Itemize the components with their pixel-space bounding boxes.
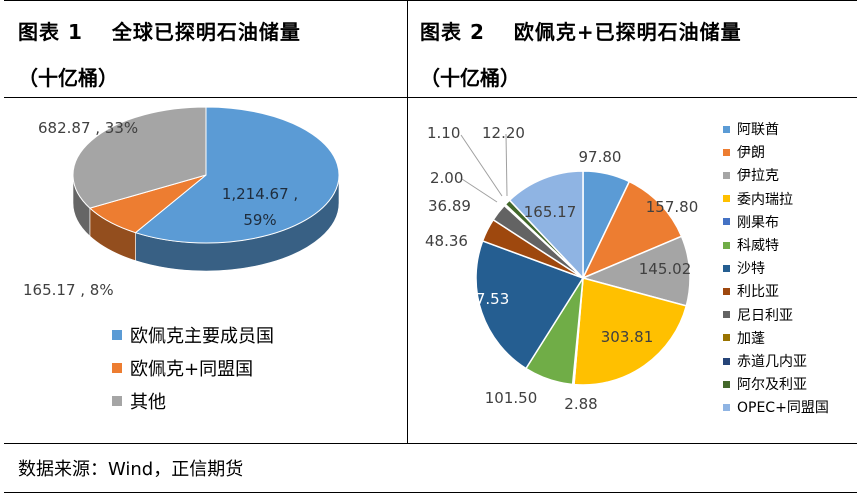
chart2-slice-1 bbox=[581, 180, 683, 280]
chart2-data-label-4: 2.88 bbox=[564, 395, 597, 413]
chart2-legend-label-3: 委内瑞拉 bbox=[737, 191, 793, 208]
chart2-legend-item-5: 科威特 bbox=[723, 235, 779, 255]
chart2-legend-swatch-2 bbox=[723, 171, 730, 179]
chart2-slice-12 bbox=[508, 170, 584, 280]
chart2-legend-label-10: 赤道几内亚 bbox=[737, 354, 807, 370]
chart2-legend-item-10: 赤道几内亚 bbox=[723, 351, 807, 371]
chart1-legend-swatch-2 bbox=[112, 396, 122, 406]
chart1-legend-item-2: 其他 bbox=[112, 388, 166, 414]
panel2-title: 图表 2 欧佩克+已探明石油储量 bbox=[420, 20, 742, 44]
report-frame bbox=[4, 0, 857, 494]
chart2-data-label-9: 2.00 bbox=[430, 169, 463, 187]
chart2-legend-swatch-0 bbox=[723, 125, 730, 133]
chart2-legend-swatch-12 bbox=[723, 403, 730, 411]
chart1-data-label-0: 1,214.67 , bbox=[222, 185, 298, 203]
chart2-data-label-10: 1.10 bbox=[427, 124, 460, 142]
footer-divider bbox=[4, 443, 857, 444]
chart1-data-label-pct-0: 59% bbox=[243, 211, 276, 229]
chart2-legend-label-8: 尼日利亚 bbox=[737, 307, 793, 324]
chart2-legend-swatch-1 bbox=[723, 148, 730, 156]
chart2-legend-swatch-6 bbox=[723, 264, 730, 272]
chart2-legend-swatch-4 bbox=[723, 218, 730, 226]
chart2-legend-item-6: 沙特 bbox=[723, 258, 765, 278]
chart2-data-label-6: 297.53 bbox=[457, 290, 510, 308]
chart1-legend-item-0: 欧佩克主要成员国 bbox=[112, 322, 274, 348]
chart2-legend-swatch-3 bbox=[723, 195, 730, 203]
chart2-legend-item-4: 刚果布 bbox=[723, 212, 779, 232]
chart2-legend-item-1: 伊朗 bbox=[723, 142, 765, 162]
chart2-leader-line-11 bbox=[505, 133, 508, 197]
chart1-legend-label-2: 其他 bbox=[130, 392, 166, 413]
panel-divider bbox=[407, 0, 408, 443]
chart1-slice-0 bbox=[134, 106, 340, 244]
chart2-legend-swatch-10 bbox=[723, 357, 730, 365]
chart2-legend-item-9: 加蓬 bbox=[723, 328, 765, 348]
header-divider bbox=[4, 97, 857, 98]
chart1-legend-label-1: 欧佩克+同盟国 bbox=[130, 359, 254, 380]
chart2-legend-label-2: 伊拉克 bbox=[737, 168, 779, 185]
chart2-legend-label-12: OPEC+同盟国 bbox=[737, 400, 829, 417]
chart1-legend-swatch-0 bbox=[112, 330, 122, 340]
chart2-data-label-7: 48.36 bbox=[425, 232, 468, 250]
chart1-data-label-2: 682.87 , 33% bbox=[38, 119, 138, 137]
chart2-data-label-1: 157.80 bbox=[646, 198, 699, 216]
opec-plus-reserves-pie-chart: 97.80 157.80 145.02 303.81 2.88 101.50 297.53 4… bbox=[425, 124, 699, 413]
chart2-slice-6 bbox=[475, 239, 585, 370]
chart2-slice-3 bbox=[573, 277, 688, 386]
chart2-data-label-2: 145.02 bbox=[639, 260, 692, 278]
chart2-legend-item-0: 阿联酋 bbox=[723, 119, 779, 139]
chart2-legend-label-0: 阿联酋 bbox=[737, 122, 779, 138]
world-reserves-pie-chart: 1,214.67 , 59% 165.17 , 8% 682.87 , 33% bbox=[23, 106, 340, 299]
chart2-legend-label-6: 沙特 bbox=[737, 261, 765, 278]
chart2-data-label-5: 101.50 bbox=[485, 389, 538, 407]
chart1-legend-swatch-1 bbox=[112, 363, 122, 373]
chart2-leader-line-10 bbox=[460, 134, 503, 197]
chart2-data-label-3: 303.81 bbox=[601, 328, 654, 346]
chart2-legend-label-11: 阿尔及利亚 bbox=[737, 377, 807, 394]
chart2-legend-label-9: 加蓬 bbox=[737, 330, 765, 347]
chart2-data-label-11: 12.20 bbox=[482, 124, 525, 142]
chart2-legend-item-11: 阿尔及利亚 bbox=[723, 374, 807, 394]
data-source-note: 数据来源：Wind，正信期货 bbox=[18, 459, 244, 480]
chart2-legend-item-7: 利比亚 bbox=[723, 281, 779, 301]
chart2-legend-label-5: 科威特 bbox=[737, 238, 779, 254]
chart2-legend-label-4: 刚果布 bbox=[737, 214, 779, 231]
chart1-data-label-1: 165.17 , 8% bbox=[23, 281, 114, 299]
panel1-subtitle: （十亿桶） bbox=[18, 66, 118, 90]
chart2-legend-swatch-8 bbox=[723, 311, 730, 319]
chart2-legend-swatch-7 bbox=[723, 287, 730, 295]
chart2-legend-swatch-5 bbox=[723, 241, 730, 249]
bottom-border bbox=[4, 492, 857, 493]
chart2-data-label-0: 97.80 bbox=[579, 148, 622, 166]
chart2-legend-item-2: 伊拉克 bbox=[723, 165, 779, 185]
chart2-data-label-8: 36.89 bbox=[428, 197, 471, 215]
chart1-legend-item-1: 欧佩克+同盟国 bbox=[112, 355, 253, 381]
chart1-slice-2 bbox=[72, 106, 207, 209]
chart2-legend-swatch-9 bbox=[723, 334, 730, 342]
chart2-legend-item-3: 委内瑞拉 bbox=[723, 189, 793, 209]
panel2-subtitle: （十亿桶） bbox=[420, 66, 520, 90]
chart2-data-label-12: 165.17 bbox=[524, 203, 577, 221]
chart2-legend-item-12: OPEC+同盟国 bbox=[723, 397, 829, 417]
chart2-slice-2 bbox=[580, 235, 691, 307]
chart1-legend-label-0: 欧佩克主要成员国 bbox=[130, 326, 274, 347]
chart2-leader-line-9 bbox=[461, 178, 498, 203]
panel1-title: 图表 1 全球已探明石油储量 bbox=[18, 20, 301, 44]
chart2-legend-label-1: 伊朗 bbox=[737, 145, 765, 162]
chart2-legend-label-7: 利比亚 bbox=[737, 284, 779, 301]
top-border bbox=[4, 0, 857, 1]
chart2-legend-item-8: 尼日利亚 bbox=[723, 305, 793, 325]
chart2-legend-swatch-11 bbox=[723, 380, 730, 388]
